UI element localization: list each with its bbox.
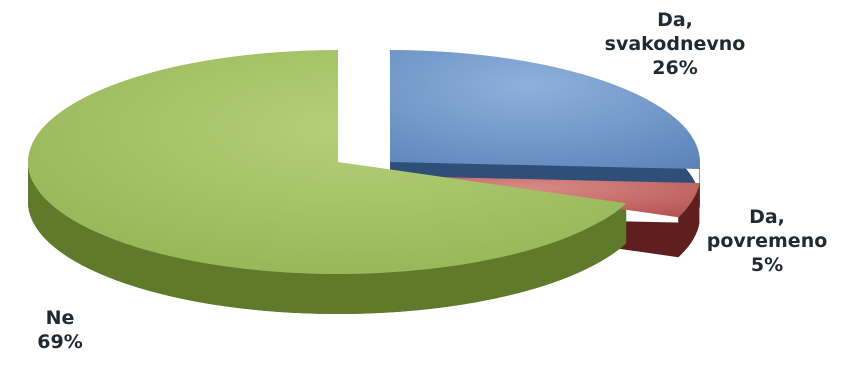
pie-slice-side [27,162,627,314]
pie-slice-side [678,183,700,258]
pie-slice [390,50,700,170]
slice-label-da-povremeno: Da, povremeno 5% [706,206,828,276]
pie-slice-side [699,162,700,210]
pie-slice [27,50,627,274]
slice-label-ne: Ne 69% [37,307,83,353]
slice-label-da-svakodnevno: Da, svakodnevno 26% [604,9,746,79]
